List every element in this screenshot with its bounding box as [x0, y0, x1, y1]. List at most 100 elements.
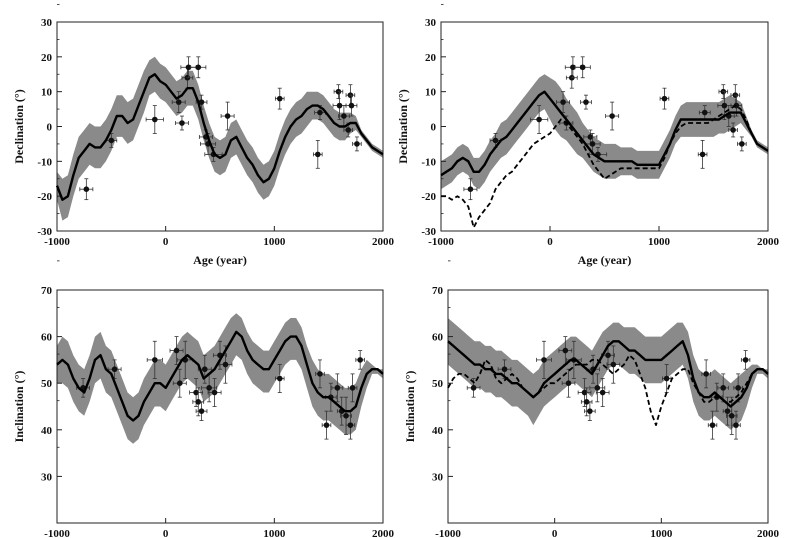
y-tick-label: -20 [421, 191, 436, 203]
data-point [352, 136, 362, 152]
data-point [171, 91, 186, 113]
data-point [79, 178, 94, 201]
data-point [466, 378, 481, 398]
data-marker [317, 109, 323, 116]
y-tick-label: 20 [425, 52, 437, 64]
data-point [275, 364, 285, 393]
data-marker [728, 413, 735, 419]
confidence-band [57, 56, 383, 221]
x-tick-label: -1000 [428, 236, 454, 248]
y-axis-title: Declination (°) [396, 89, 410, 163]
data-point [580, 94, 592, 110]
y-tick-label: 20 [41, 52, 53, 64]
data-marker [175, 99, 182, 105]
data-marker [334, 385, 341, 391]
data-point [589, 373, 606, 403]
data-point [175, 115, 189, 131]
data-point [321, 410, 332, 440]
data-marker [536, 116, 542, 123]
data-marker [661, 95, 668, 102]
data-marker [336, 102, 343, 109]
dashed-series-line [447, 354, 769, 426]
data-point [220, 101, 235, 131]
data-marker [198, 99, 205, 105]
data-marker [185, 64, 192, 71]
data-point [201, 373, 218, 403]
data-marker [206, 385, 212, 391]
data-point [697, 140, 708, 169]
data-marker [315, 151, 321, 158]
data-marker [587, 134, 594, 140]
data-marker [83, 186, 90, 192]
data-point [345, 410, 356, 440]
y-tick-label: 30 [425, 17, 437, 29]
solid-series-line [55, 73, 384, 201]
data-marker [739, 141, 745, 147]
data-marker [733, 422, 739, 428]
data-point [107, 359, 122, 379]
x-tick-label: 1000 [263, 236, 286, 248]
data-point [347, 373, 358, 403]
y-tick-label: -30 [37, 226, 52, 238]
data-point [659, 87, 670, 110]
y-tick-label: 50 [41, 378, 53, 390]
y-tick-label: 10 [41, 87, 53, 99]
x-tick-label: 0 [547, 236, 553, 248]
data-marker [195, 399, 202, 405]
dashed-series-line [441, 104, 769, 229]
data-marker [152, 357, 158, 363]
data-marker [579, 64, 586, 71]
data-point [561, 368, 576, 398]
y-tick-label: -20 [37, 191, 52, 203]
data-point [345, 94, 358, 117]
data-marker [583, 99, 589, 105]
data-marker [467, 186, 474, 192]
data-point [556, 91, 571, 113]
data-point [577, 378, 592, 407]
confidence-band [57, 313, 383, 444]
data-marker [176, 380, 183, 387]
data-marker [541, 357, 547, 363]
data-point [605, 101, 620, 131]
x-axis-title: Age (year) [578, 253, 632, 267]
solid-series-line [56, 330, 384, 422]
y-tick-label: 60 [432, 332, 444, 344]
solid-series-line [447, 340, 769, 408]
data-marker [173, 347, 180, 354]
y-tick-label: 10 [425, 87, 437, 99]
x-tick-label: -1000 [44, 528, 70, 538]
data-point [726, 396, 738, 435]
y-axis-title: Inclination (°) [12, 371, 26, 443]
x-tick-label: 2000 [757, 236, 780, 248]
y-tick-label: 0 [431, 122, 437, 134]
y-axis-title: Declination (°) [12, 89, 26, 163]
declination-panel-right: -30 -20 -10 0 10 20 30 -1000 0 1000 2000 Age (year)… [396, 4, 780, 267]
data-marker [343, 413, 349, 419]
data-marker [699, 151, 706, 158]
data-point [701, 359, 711, 389]
data-marker [354, 141, 360, 147]
data-point [733, 373, 743, 403]
data-marker [222, 361, 229, 368]
x-tick-label: 2000 [372, 528, 395, 538]
data-point [529, 105, 549, 134]
data-marker [470, 385, 477, 391]
data-point [584, 401, 596, 421]
data-marker [610, 361, 617, 368]
data-marker [703, 371, 709, 377]
data-point [717, 373, 729, 403]
data-point [313, 140, 323, 169]
data-marker [594, 385, 601, 391]
data-point [536, 340, 552, 379]
data-marker [724, 408, 731, 414]
data-point [606, 345, 621, 384]
y-tick-label: 70 [41, 285, 53, 297]
data-marker [108, 137, 115, 144]
data-marker [742, 357, 749, 363]
y-tick-label: 40 [432, 425, 444, 437]
confidence-band [448, 318, 768, 430]
data-point [740, 350, 751, 370]
data-marker [663, 375, 670, 382]
data-marker [179, 120, 185, 126]
data-point [192, 387, 205, 417]
